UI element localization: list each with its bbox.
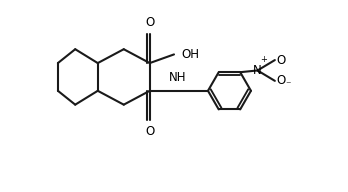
Text: O: O bbox=[276, 54, 285, 67]
Text: O: O bbox=[276, 74, 285, 87]
Text: N: N bbox=[253, 64, 262, 77]
Text: +: + bbox=[260, 55, 267, 64]
Text: ⁻: ⁻ bbox=[285, 80, 291, 90]
Text: OH: OH bbox=[182, 48, 200, 61]
Text: O: O bbox=[145, 125, 155, 138]
Text: NH: NH bbox=[169, 71, 186, 84]
Text: O: O bbox=[145, 16, 155, 29]
